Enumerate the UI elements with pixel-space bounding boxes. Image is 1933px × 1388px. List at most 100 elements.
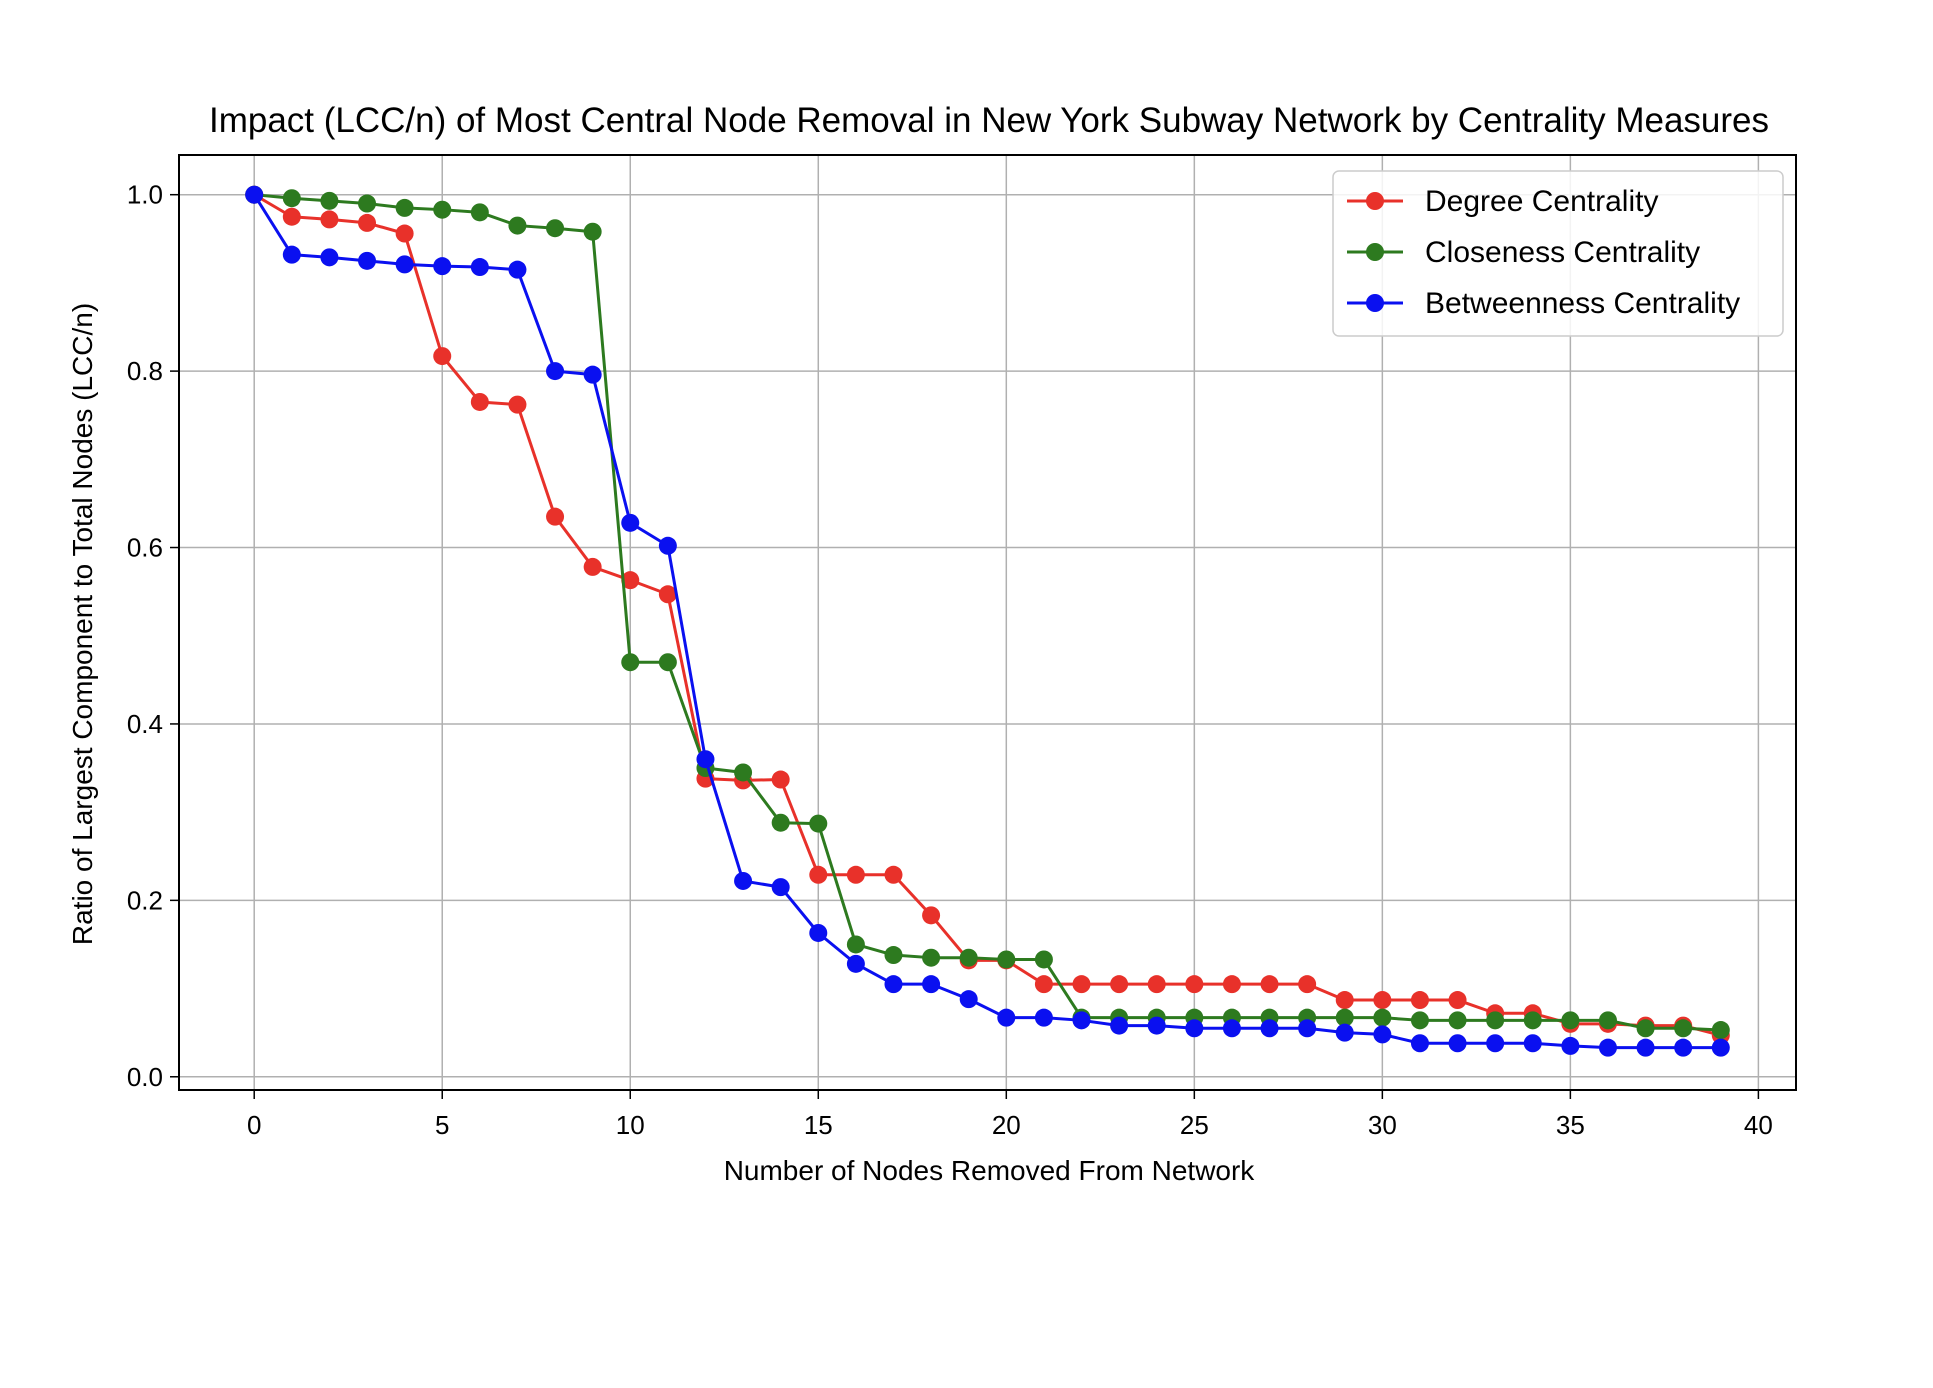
y-axis-label: Ratio of Largest Component to Total Node… bbox=[67, 303, 98, 945]
x-tick-label: 5 bbox=[435, 1110, 449, 1140]
data-point bbox=[1523, 1011, 1542, 1030]
data-point bbox=[470, 258, 489, 277]
data-point bbox=[1110, 1016, 1129, 1035]
data-point bbox=[809, 865, 828, 884]
data-point bbox=[508, 216, 527, 235]
data-point bbox=[1448, 991, 1467, 1010]
data-point bbox=[358, 213, 377, 232]
data-point bbox=[771, 878, 790, 897]
y-tick-label: 0.8 bbox=[127, 356, 163, 386]
data-point bbox=[508, 260, 527, 279]
data-point bbox=[771, 813, 790, 832]
data-point bbox=[1373, 1008, 1392, 1027]
data-point bbox=[1072, 1011, 1091, 1030]
data-point bbox=[320, 248, 339, 267]
data-point bbox=[433, 347, 452, 366]
x-tick-label: 35 bbox=[1556, 1110, 1585, 1140]
data-point bbox=[658, 585, 677, 604]
data-point bbox=[1034, 1008, 1053, 1027]
series-line-degree-centrality bbox=[253, 193, 1722, 1037]
data-point bbox=[282, 245, 301, 264]
data-point bbox=[1711, 1038, 1730, 1057]
data-point bbox=[546, 219, 565, 238]
x-tick-label: 15 bbox=[804, 1110, 833, 1140]
data-point bbox=[959, 948, 978, 967]
x-tick-label: 25 bbox=[1180, 1110, 1209, 1140]
legend-box bbox=[1332, 170, 1784, 337]
data-point bbox=[1561, 1036, 1580, 1055]
data-point bbox=[1448, 1011, 1467, 1030]
data-point bbox=[1711, 1021, 1730, 1040]
data-point bbox=[1373, 1025, 1392, 1044]
data-point bbox=[1260, 1019, 1279, 1038]
data-point bbox=[546, 362, 565, 381]
x-tick-label: 10 bbox=[616, 1110, 645, 1140]
data-point bbox=[1335, 991, 1354, 1010]
data-point bbox=[1410, 1011, 1429, 1030]
x-tick-label: 30 bbox=[1368, 1110, 1397, 1140]
data-point bbox=[734, 871, 753, 890]
data-point bbox=[809, 814, 828, 833]
data-point bbox=[771, 770, 790, 789]
grid bbox=[179, 155, 1796, 1090]
data-point bbox=[846, 935, 865, 954]
data-point bbox=[1598, 1011, 1617, 1030]
data-point bbox=[1222, 1019, 1241, 1038]
data-point bbox=[1410, 1034, 1429, 1053]
y-tick-label: 0.2 bbox=[127, 885, 163, 915]
data-point bbox=[997, 1008, 1016, 1027]
data-point bbox=[1598, 1038, 1617, 1057]
data-point bbox=[959, 990, 978, 1009]
data-point bbox=[884, 975, 903, 994]
data-point bbox=[470, 392, 489, 411]
data-point bbox=[433, 200, 452, 219]
data-point bbox=[1448, 1034, 1467, 1053]
data-point bbox=[583, 365, 602, 384]
y-tick-label: 0.6 bbox=[127, 533, 163, 563]
data-point bbox=[1636, 1038, 1655, 1057]
x-axis-label: Number of Nodes Removed From Network bbox=[724, 1155, 1256, 1186]
x-tick-label: 40 bbox=[1744, 1110, 1773, 1140]
data-point bbox=[583, 557, 602, 576]
data-point bbox=[846, 954, 865, 973]
data-point bbox=[1486, 1011, 1505, 1030]
data-point bbox=[621, 571, 640, 590]
legend-item: Closeness Centrality bbox=[1347, 236, 1700, 269]
data-point bbox=[546, 507, 565, 526]
legend: Degree Centrality Closeness Centrality Bet… bbox=[1332, 170, 1784, 337]
data-point bbox=[245, 185, 264, 204]
data-point bbox=[1298, 975, 1317, 994]
data-point bbox=[358, 251, 377, 270]
data-point bbox=[1185, 975, 1204, 994]
data-point bbox=[1298, 1019, 1317, 1038]
legend-label: Betweenness Centrality bbox=[1425, 287, 1740, 320]
data-point bbox=[658, 653, 677, 672]
y-tick-label: 0.4 bbox=[127, 709, 163, 739]
legend-item: Betweenness Centrality bbox=[1347, 287, 1740, 320]
data-point bbox=[922, 948, 941, 967]
data-point bbox=[1072, 975, 1091, 994]
data-point bbox=[734, 763, 753, 782]
legend-marker bbox=[1366, 192, 1384, 210]
data-point bbox=[922, 906, 941, 925]
data-point bbox=[1486, 1034, 1505, 1053]
legend-marker bbox=[1366, 243, 1384, 261]
data-point bbox=[997, 950, 1016, 969]
data-point bbox=[358, 194, 377, 213]
data-point bbox=[1674, 1019, 1693, 1038]
series-line-closeness-centrality bbox=[254, 193, 1721, 1032]
series-line-betweenness-centrality bbox=[252, 193, 1721, 1050]
data-point bbox=[621, 653, 640, 672]
data-point bbox=[809, 923, 828, 942]
data-point bbox=[1260, 975, 1279, 994]
data-point bbox=[508, 395, 527, 414]
data-point bbox=[320, 210, 339, 229]
y-tick-label: 0.0 bbox=[127, 1062, 163, 1092]
data-point bbox=[282, 207, 301, 226]
data-point bbox=[1147, 975, 1166, 994]
data-point bbox=[1110, 975, 1129, 994]
data-point bbox=[433, 257, 452, 276]
data-point bbox=[1523, 1034, 1542, 1053]
data-point bbox=[470, 203, 489, 222]
